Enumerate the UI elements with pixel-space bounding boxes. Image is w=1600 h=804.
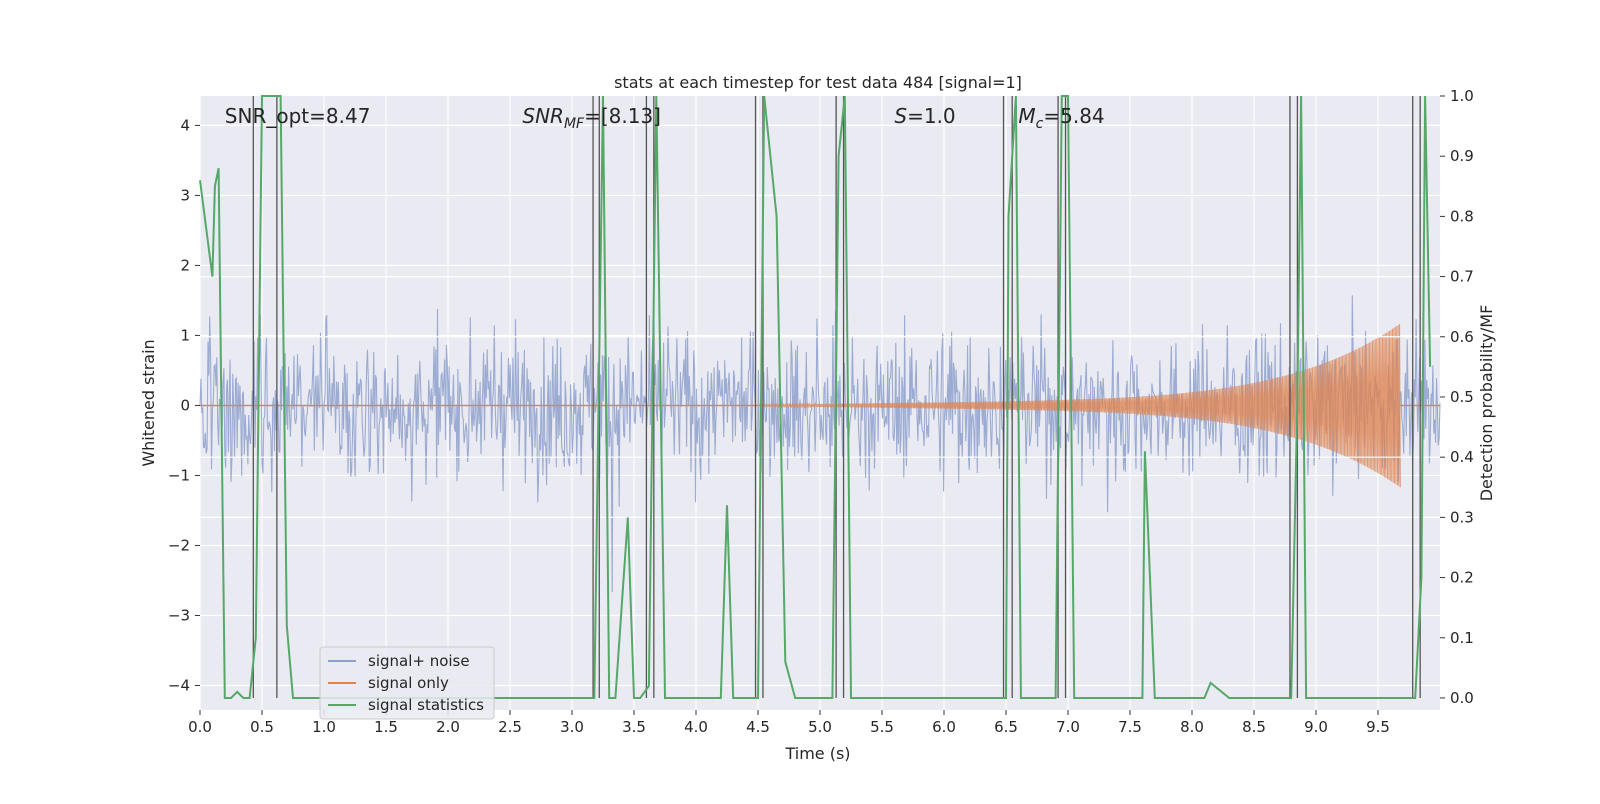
x-tick-label: 1.0: [312, 718, 336, 736]
annotation-text: SNRMF=[8.13]: [522, 104, 661, 132]
x-tick-label: 9.5: [1366, 718, 1390, 736]
series-signal-statistics: [199, 95, 1432, 699]
x-tick-label: 8.5: [1242, 718, 1266, 736]
y-tick-label: 1: [180, 326, 190, 344]
x-axis-label: Time (s): [784, 744, 850, 763]
y-tick-label: −3: [168, 606, 190, 624]
y-right-tick-label: 0.5: [1450, 388, 1474, 406]
y-right-tick-label: 0.1: [1450, 629, 1474, 647]
x-tick-label: 4.5: [746, 718, 770, 736]
legend-label-signal-statistics: signal statistics: [368, 696, 484, 714]
y-right-tick-label: 0.4: [1450, 448, 1474, 466]
x-tick-label: 7.5: [1118, 718, 1142, 736]
y-tick-label: 4: [180, 116, 190, 134]
x-tick-label: 2.0: [436, 718, 460, 736]
x-tick-label: 6.5: [994, 718, 1018, 736]
chart-title: stats at each timestep for test data 484…: [614, 73, 1022, 92]
legend: signal+ noise signal only signal statist…: [319, 646, 495, 720]
legend-label-signal-noise: signal+ noise: [368, 652, 470, 670]
annotations: SNR_opt=8.47 SNRMF=[8.13] S=1.0 Mc=5.84: [225, 104, 1105, 132]
y-axis-ticks: −4 −3 −2 −1 0 1 2 3 4: [168, 116, 200, 694]
y-tick-label: 3: [180, 186, 190, 204]
x-tick-label: 9.0: [1304, 718, 1328, 736]
vertical-markers: [252, 96, 1421, 698]
annotation-text: Mc=5.84: [1018, 104, 1104, 132]
y-tick-label: −4: [168, 676, 190, 694]
legend-box: [319, 646, 495, 720]
y-tick-label: 0: [180, 396, 190, 414]
annotation-text: S=1.0: [894, 104, 955, 128]
y-tick-label: −1: [168, 466, 190, 484]
signal-only-line: [757, 323, 1401, 488]
x-tick-label: 5.5: [870, 718, 894, 736]
right-axis-grid-lines: [200, 275, 1440, 518]
y-right-tick-label: 0.3: [1450, 508, 1474, 526]
legend-label-signal-only: signal only: [368, 674, 449, 692]
y-right-tick-label: 0.9: [1450, 147, 1474, 165]
x-tick-label: 0.5: [250, 718, 274, 736]
y-axis-right-ticks: 0.0 0.1 0.2 0.3 0.4 0.5 0.6 0.7 0.8 0.9 1.0: [1440, 87, 1474, 707]
x-tick-label: 3.0: [560, 718, 584, 736]
y-right-tick-label: 0.6: [1450, 328, 1474, 346]
x-tick-label: 6.0: [932, 718, 956, 736]
x-tick-label: 3.5: [622, 718, 646, 736]
signal-statistics-line: [199, 95, 1432, 699]
y-right-tick-label: 0.8: [1450, 207, 1474, 225]
y-right-tick-label: 0.7: [1450, 268, 1474, 286]
annotation-text: SNR_opt=8.47: [225, 104, 371, 128]
x-tick-label: 2.5: [498, 718, 522, 736]
x-tick-label: 0.0: [188, 718, 212, 736]
x-tick-label: 8.0: [1180, 718, 1204, 736]
x-tick-label: 7.0: [1056, 718, 1080, 736]
y-right-tick-label: 0.2: [1450, 569, 1474, 587]
x-tick-label: 5.0: [808, 718, 832, 736]
series-signal-noise: [199, 295, 1441, 593]
y-right-tick-label: 0.0: [1450, 689, 1474, 707]
y-tick-label: −2: [168, 536, 190, 554]
x-axis-ticks: 0.0 0.5 1.0 1.5 2.0 2.5 3.0 3.5 4.0 4.5 5.0 5.5 6.0 6…: [188, 710, 1390, 736]
x-tick-label: 1.5: [374, 718, 398, 736]
y-axis-right-label: Detection probability/MF: [1477, 305, 1496, 502]
y-tick-label: 2: [180, 256, 190, 274]
signal-noise-line: [199, 295, 1441, 593]
y-axis-label: Whitened strain: [139, 339, 158, 466]
y-right-tick-label: 1.0: [1450, 87, 1474, 105]
x-tick-label: 4.0: [684, 718, 708, 736]
